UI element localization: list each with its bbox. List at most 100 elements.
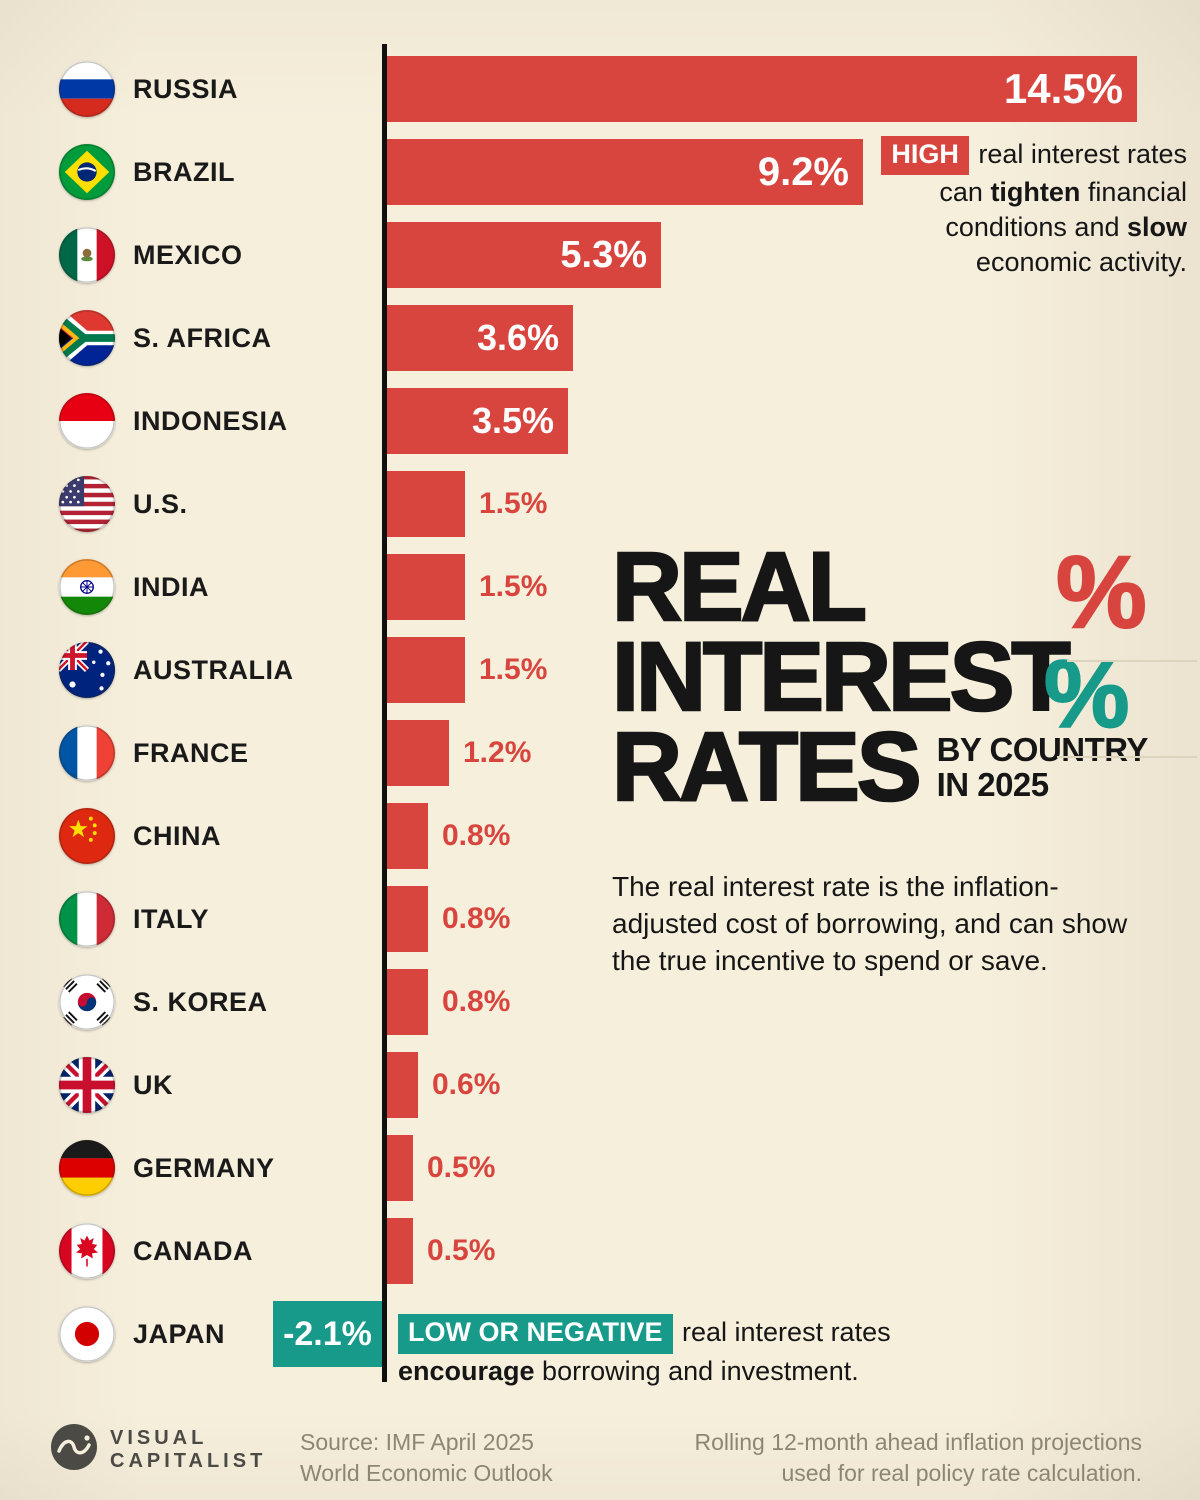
country-label: BRAZIL: [133, 157, 235, 187]
canada-flag-icon: [58, 1222, 116, 1280]
country-label: MEXICO: [133, 240, 243, 270]
value-bar: 3.6%: [387, 305, 573, 371]
value-label: 0.5%: [427, 1151, 496, 1184]
chart-row: 0.6% UK: [0, 1044, 1200, 1127]
title-line-2: INTEREST: [611, 622, 1072, 732]
value-label: 1.5%: [479, 653, 548, 686]
chart-description: The real interest rate is the inflation-…: [612, 871, 1128, 977]
high-badge: HIGH: [881, 136, 969, 176]
country-label: S. AFRICA: [133, 323, 272, 353]
value-label: 9.2%: [757, 149, 849, 194]
value-label: 1.5%: [479, 487, 548, 520]
source-line-1: Source: IMF April 2025: [300, 1429, 534, 1455]
chart-row: BRAZIL 9.2%: [0, 131, 1200, 214]
value-bar: [387, 969, 428, 1035]
visual-capitalist-logo: VISUAL CAPITALIST: [50, 1423, 266, 1476]
value-bar: [387, 720, 449, 786]
mexico-flag-icon: [58, 226, 116, 284]
country-label: ITALY: [133, 904, 210, 934]
chart-row: MEXICO 5.3%: [0, 214, 1200, 297]
value-label: 0.8%: [442, 985, 511, 1018]
value-label: 0.8%: [442, 819, 511, 852]
value-bar: [387, 554, 465, 620]
value-label: 3.5%: [471, 400, 554, 441]
value-bar: [387, 886, 428, 952]
germany-flag-icon: [58, 1139, 116, 1197]
chart-row: 0.5% CANADA: [0, 1210, 1200, 1293]
note-line-2: used for real policy rate calculation.: [781, 1460, 1142, 1487]
country-label: INDIA: [133, 572, 209, 602]
percent-symbol-teal-icon: %: [1043, 640, 1130, 749]
country-label: CHINA: [133, 821, 221, 851]
decor-line: [1067, 660, 1197, 662]
australia-flag-icon: [58, 641, 116, 699]
low-annotation-text: real interest rates encourage borrowing …: [398, 1317, 891, 1386]
chart-row: 0.8% ITALY: [0, 878, 1200, 961]
percent-symbol-red-icon: %: [1055, 534, 1148, 650]
value-bar: [387, 803, 428, 869]
south-korea-flag-icon: [58, 973, 116, 1031]
chart-row: 1.5% AUSTRALIA: [0, 629, 1200, 712]
country-label: JAPAN: [133, 1319, 226, 1349]
logo-text-line-1: VISUAL: [110, 1426, 208, 1449]
high-annotation-text: real interest rates can tighten financia…: [939, 139, 1187, 278]
footer: VISUAL CAPITALIST Source: IMF April 2025…: [0, 1415, 1200, 1500]
italy-flag-icon: [58, 890, 116, 948]
value-bar: [387, 471, 465, 537]
value-label: 1.5%: [479, 570, 548, 603]
country-label: INDONESIA: [133, 406, 288, 436]
methodology-note: Rolling 12-month ahead inflation project…: [694, 1427, 1142, 1489]
value-label: 3.6%: [476, 317, 559, 358]
value-label: 0.5%: [427, 1234, 496, 1267]
visual-capitalist-logo-text: VISUAL CAPITALIST: [110, 1427, 266, 1473]
chart-row: 0.5% GERMANY: [0, 1127, 1200, 1210]
title-block: REAL INTEREST RATES BY COUNTRY IN 2025 %…: [611, 532, 1197, 874]
title-line-3: RATES: [611, 712, 923, 822]
chart-row: INDONESIA 3.5%: [0, 380, 1200, 463]
value-label: 0.6%: [432, 1068, 501, 1101]
country-label: FRANCE: [133, 738, 249, 768]
country-label: S. KOREA: [133, 987, 268, 1017]
decor-line: [1057, 756, 1197, 758]
value-label: 5.3%: [560, 233, 647, 276]
source-note: Source: IMF April 2025 World Economic Ou…: [300, 1427, 553, 1489]
country-label: GERMANY: [133, 1153, 275, 1183]
indonesia-flag-icon: [58, 392, 116, 450]
chart-row: 1.5% INDIA: [0, 546, 1200, 629]
note-line-1: Rolling 12-month ahead inflation project…: [694, 1429, 1142, 1455]
country-label: RUSSIA: [133, 74, 239, 104]
source-line-2: World Economic Outlook: [300, 1460, 553, 1487]
chart-row: JAPAN -2.1%: [0, 1293, 1200, 1376]
france-flag-icon: [58, 724, 116, 782]
south-africa-flag-icon: [58, 309, 116, 367]
value-label: 14.5%: [1003, 65, 1123, 112]
chart-row: RUSSIA 14.5%: [0, 48, 1200, 131]
value-bar: [387, 1052, 418, 1118]
china-flag-icon: [58, 807, 116, 865]
low-annotation: LOW OR NEGATIVE real interest rates enco…: [398, 1314, 903, 1389]
value-label: 0.8%: [442, 902, 511, 935]
us-flag-icon: [58, 475, 116, 533]
brazil-flag-icon: [58, 143, 116, 201]
high-annotation: HIGH real interest rates can tighten fin…: [852, 136, 1187, 280]
chart-row: S. AFRICA 3.6%: [0, 297, 1200, 380]
subtitle-line-2: IN 2025: [936, 765, 1050, 803]
logo-text-line-2: CAPITALIST: [110, 1449, 267, 1472]
value-bar: 9.2%: [387, 139, 863, 205]
title-subtitle: BY COUNTRY IN 2025: [936, 731, 1149, 803]
chart-baseline: [382, 44, 387, 1382]
russia-flag-icon: [58, 60, 116, 118]
chart-row: 1.5% U.S.: [0, 463, 1200, 546]
chart-row: 0.8% CHINA: [0, 795, 1200, 878]
value-bar: [387, 637, 465, 703]
country-label: AUSTRALIA: [133, 655, 294, 685]
country-label: U.S.: [133, 489, 188, 519]
visual-capitalist-logo-icon: [50, 1423, 98, 1476]
value-bar: 3.5%: [387, 388, 568, 454]
country-label: UK: [133, 1070, 173, 1100]
title-line-1: REAL: [611, 532, 869, 641]
japan-flag-icon: [58, 1305, 116, 1363]
chart-row: 1.2% FRANCE: [0, 712, 1200, 795]
subtitle-line-1: BY COUNTRY: [936, 731, 1149, 769]
